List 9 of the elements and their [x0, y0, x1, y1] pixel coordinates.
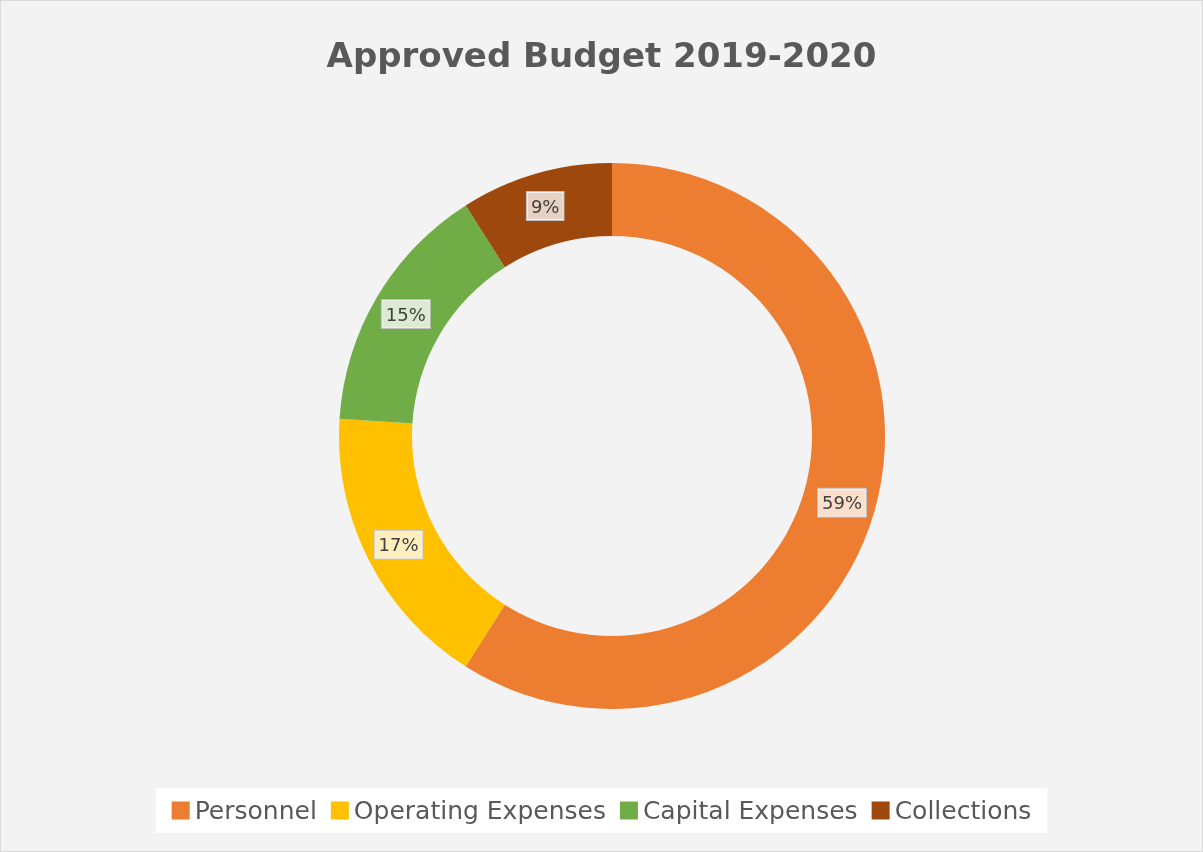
data-label: 59% — [821, 492, 862, 514]
legend-label: Collections — [894, 796, 1032, 825]
chart-title: Approved Budget 2019-2020 — [326, 35, 877, 75]
legend-label: Capital Expenses — [642, 796, 858, 825]
data-label: 15% — [385, 303, 426, 325]
legend-label: Operating Expenses — [353, 796, 606, 825]
data-label: 17% — [378, 534, 419, 556]
data-label: 9% — [530, 195, 560, 217]
legend-label: Personnel — [194, 796, 317, 825]
